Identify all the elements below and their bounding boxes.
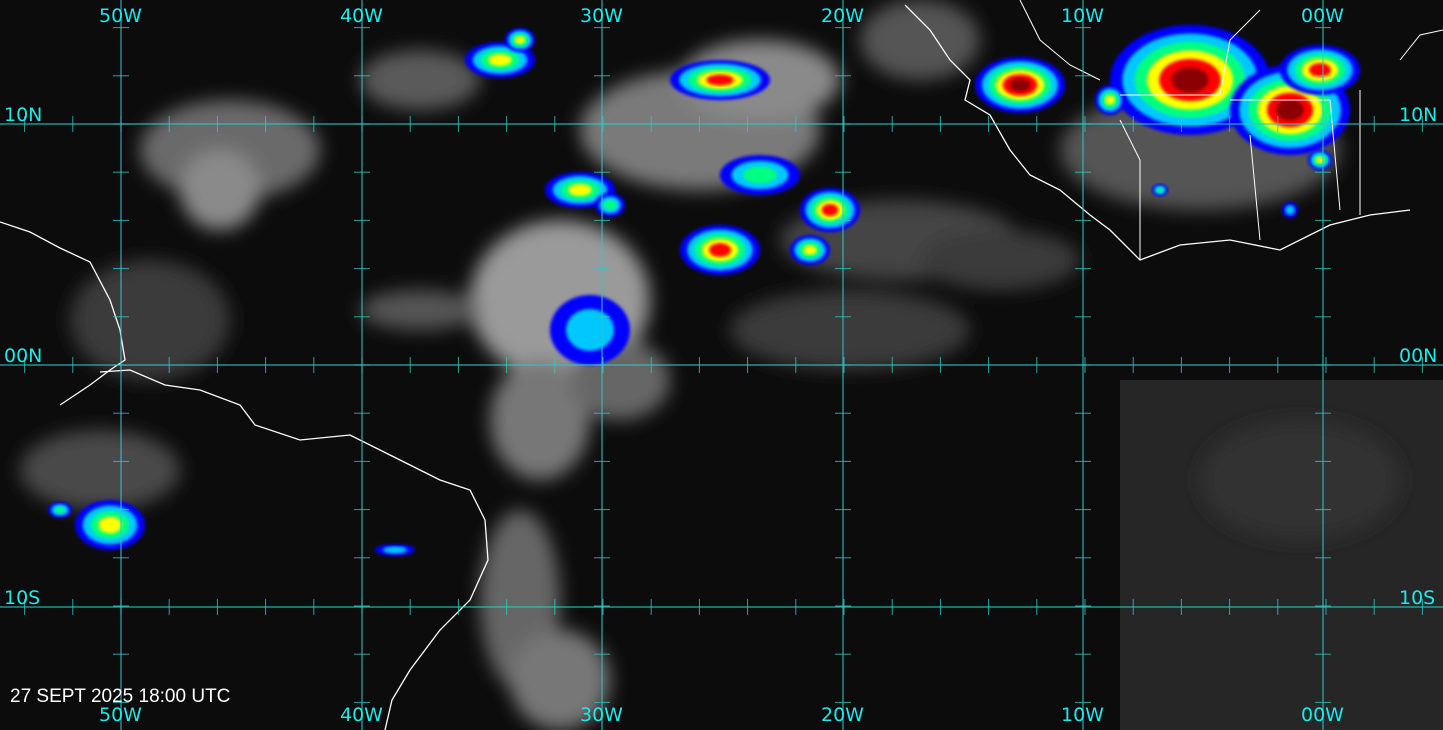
coastline-south-america <box>0 221 489 730</box>
cloud <box>1200 420 1400 540</box>
convective-cell <box>800 188 860 232</box>
convective-cell <box>670 60 770 100</box>
convective-cell <box>375 544 415 556</box>
lat-label-left-00n: 00N <box>4 345 43 367</box>
convective-cell <box>465 42 535 78</box>
convective-cell <box>1280 45 1360 95</box>
lon-label-bottom-50w: 50W <box>99 704 142 726</box>
lat-label-right-10s: 10S <box>1399 587 1436 609</box>
convective-cell <box>75 500 145 550</box>
lon-label-top-00w: 00W <box>1301 5 1344 27</box>
convective-cell <box>505 28 535 52</box>
convective-cell <box>975 57 1065 113</box>
cloud <box>920 230 1080 290</box>
cloud <box>510 630 610 730</box>
lon-label-top-10w: 10W <box>1061 5 1104 27</box>
cloud <box>490 360 590 480</box>
convective-cell <box>595 193 625 217</box>
cloud <box>860 0 980 80</box>
cloud <box>70 260 230 380</box>
lat-label-right-00n: 00N <box>1399 345 1438 367</box>
convective-cell <box>1308 150 1332 170</box>
lon-label-bottom-00w: 00W <box>1301 704 1344 726</box>
lon-label-bottom-30w: 30W <box>580 704 623 726</box>
lon-label-top-20w: 20W <box>821 5 864 27</box>
cloud <box>360 50 480 110</box>
cloud <box>20 430 180 510</box>
cloud <box>730 290 970 370</box>
convective-cell <box>680 225 760 275</box>
convective-cell <box>1095 85 1125 115</box>
lon-label-top-30w: 30W <box>580 5 623 27</box>
timestamp: 27 SEPT 2025 18:00 UTC <box>10 686 231 707</box>
convective-cell <box>48 502 72 518</box>
lon-label-bottom-10w: 10W <box>1061 704 1104 726</box>
lat-label-right-10n: 10N <box>1399 104 1438 126</box>
cloud <box>360 290 480 330</box>
convective-cell <box>550 295 630 365</box>
convective-cell <box>1152 184 1168 196</box>
lat-label-left-10n: 10N <box>4 104 43 126</box>
lon-label-top-40w: 40W <box>340 5 383 27</box>
border-lines <box>1019 0 1443 260</box>
coastline-west-africa <box>904 4 1411 261</box>
convective-cell <box>790 235 830 265</box>
convective-cell <box>1282 202 1298 218</box>
lat-label-left-10s: 10S <box>4 587 41 609</box>
cloud <box>180 150 260 230</box>
convective-cell <box>720 155 800 195</box>
lon-label-top-50w: 50W <box>99 5 142 27</box>
lon-label-bottom-20w: 20W <box>821 704 864 726</box>
lon-label-bottom-40w: 40W <box>340 704 383 726</box>
